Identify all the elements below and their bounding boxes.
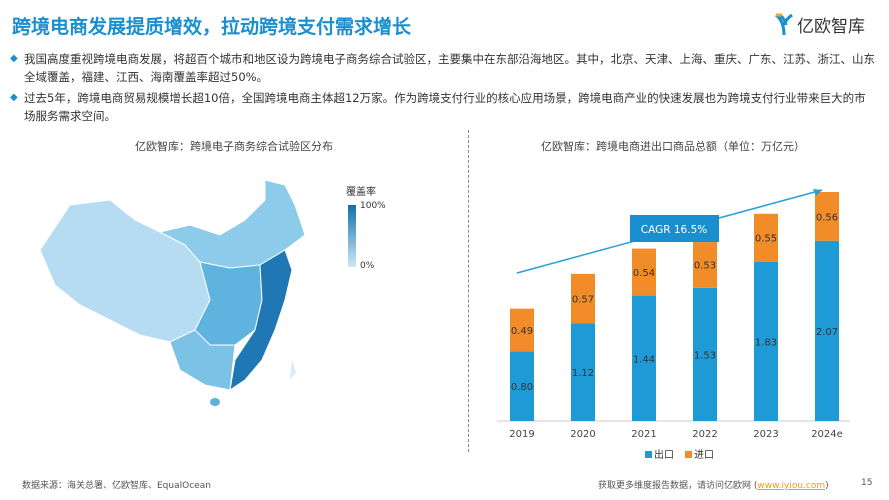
- map-taiwan: [290, 360, 296, 380]
- logo: 亿欧智库: [774, 12, 865, 37]
- bar-export: [754, 261, 778, 421]
- legend-label: 进口: [694, 449, 714, 461]
- map-central: [194, 261, 263, 346]
- map-south: [169, 329, 236, 391]
- data-label: 0.56: [816, 212, 838, 223]
- x-tick-label: 2021: [631, 429, 656, 440]
- bar-import: [632, 248, 656, 296]
- bar-export: [693, 287, 717, 421]
- map-hainan: [210, 398, 220, 406]
- page-number: 15: [861, 478, 873, 488]
- diamond-icon: ◆: [10, 92, 18, 103]
- footer-more: 获取更多维度报告数据，请访问亿欧网 (www.iyiou.com): [598, 478, 829, 491]
- bar-import: [815, 192, 839, 241]
- cagr-box: [630, 215, 719, 242]
- legend-title: 覆盖率: [346, 187, 376, 198]
- divider: [468, 130, 469, 452]
- page-title: 跨境电商发展提质增效，拉动跨境支付需求增长: [12, 16, 412, 38]
- bullet-list: ◆ 我国高度重视跨境电商发展，将超百个城市和地区设为跨境电子商务综合试验区，主要集…: [10, 50, 875, 128]
- bar-export: [815, 240, 839, 421]
- data-label: 0.80: [511, 382, 533, 393]
- website-link[interactable]: www.iyiou.com: [757, 481, 826, 491]
- legend-label: 出口: [654, 448, 674, 461]
- data-label: 1.12: [572, 368, 594, 379]
- bar-import: [510, 308, 534, 352]
- color-scale: [348, 205, 356, 267]
- bar-export: [510, 351, 534, 421]
- data-label: 0.54: [633, 268, 655, 279]
- legend-high: 100%: [360, 201, 386, 211]
- bar-export: [571, 323, 595, 421]
- map-coast: [229, 249, 293, 392]
- footer-paren: ): [825, 481, 829, 491]
- data-label: 0.49: [511, 326, 533, 337]
- diamond-icon: ◆: [10, 53, 18, 64]
- legend-swatch: [685, 451, 692, 458]
- cagr-label: CAGR 16.5%: [641, 224, 707, 236]
- bar-import: [571, 273, 595, 324]
- data-label: 0.55: [755, 234, 777, 245]
- data-label: 0.57: [572, 295, 594, 306]
- data-label: 2.07: [816, 327, 838, 338]
- data-label: 1.44: [633, 354, 655, 365]
- data-label: 0.53: [694, 261, 716, 272]
- data-label: 1.53: [694, 350, 716, 361]
- x-tick-label: 2019: [509, 429, 534, 440]
- bar-import: [693, 241, 717, 288]
- arrow-head-icon: [813, 189, 822, 196]
- bar-export: [632, 295, 656, 421]
- data-source: 数据来源：海关总署、亿欧智库、EqualOcean: [22, 481, 211, 491]
- bullet-item: ◆ 我国高度重视跨境电商发展，将超百个城市和地区设为跨境电子商务综合试验区，主要集…: [10, 50, 875, 86]
- chart-title: 亿欧智库：跨境电商进出口商品总额（单位：万亿元）: [541, 140, 805, 153]
- logo-text: 亿欧智库: [797, 17, 865, 37]
- x-tick-label: 2023: [753, 429, 778, 440]
- bullet-text: 我国高度重视跨境电商发展，将超百个城市和地区设为跨境电子商务综合试验区，主要集中…: [24, 52, 875, 84]
- bullet-text: 过去5年，跨境电商贸易规模增长超10倍，全国跨境电商主体超12万家。作为跨境支付…: [24, 91, 866, 123]
- legend-swatch: [645, 451, 652, 458]
- x-tick-label: 2020: [570, 429, 595, 440]
- footer-text: 获取更多维度报告数据，请访问亿欧网 (: [598, 481, 758, 491]
- logo-icon: [775, 13, 793, 35]
- bullet-item: ◆ 过去5年，跨境电商贸易规模增长超10倍，全国跨境电商主体超12万家。作为跨境支…: [10, 89, 875, 125]
- legend-low: 0%: [360, 261, 375, 271]
- x-tick-label: 2024e: [811, 429, 843, 440]
- bar-import: [754, 213, 778, 262]
- x-tick-label: 2022: [692, 429, 717, 440]
- data-label: 1.83: [755, 337, 777, 348]
- map-subtitle: 亿欧智库：跨境电子商务综合试验区分布: [135, 140, 333, 153]
